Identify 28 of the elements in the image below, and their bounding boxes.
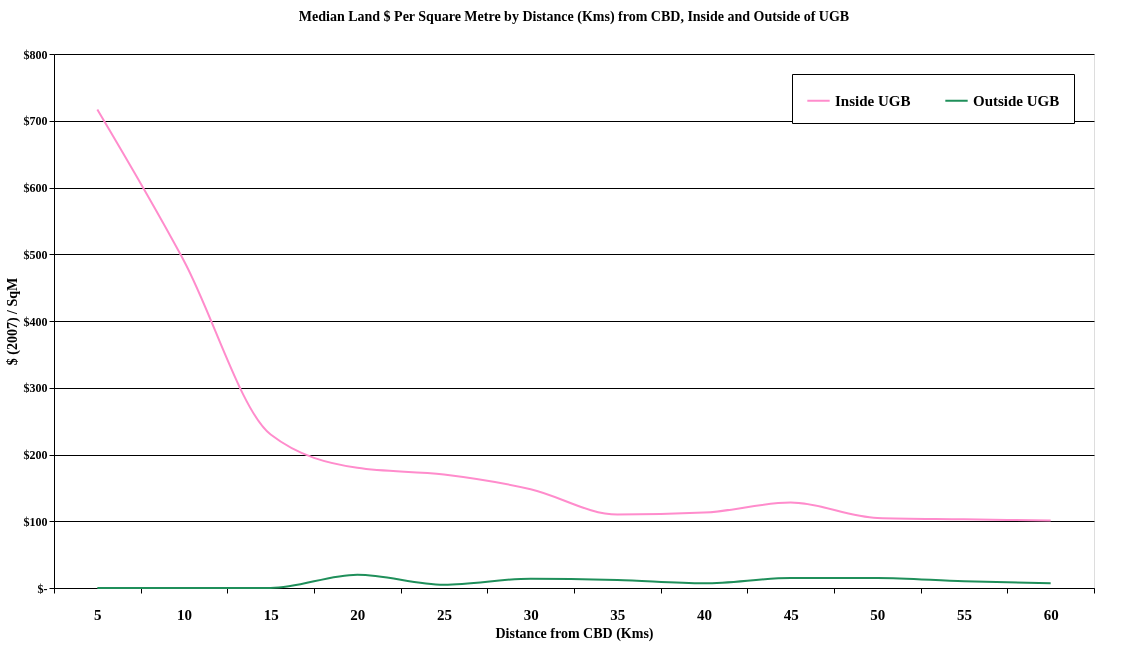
x-tick-label: 5 <box>94 606 102 623</box>
y-tick-label: $400 <box>23 314 48 329</box>
legend-label: Outside UGB <box>973 92 1060 109</box>
y-tick-label: $800 <box>23 47 48 62</box>
legend-label: Inside UGB <box>835 92 911 109</box>
x-tick-label: 20 <box>350 606 366 623</box>
x-tick-label: 45 <box>783 606 799 623</box>
x-axis-title: Distance from CBD (Kms) <box>495 625 654 642</box>
x-tick-label: 60 <box>1043 606 1059 623</box>
x-tick-label: 40 <box>697 606 712 623</box>
y-tick-label: $500 <box>23 247 48 262</box>
y-tick-label: $600 <box>23 181 48 195</box>
x-tick-label: 10 <box>177 606 192 623</box>
y-tick-label: $200 <box>23 448 48 462</box>
y-tick-label: $300 <box>23 381 48 396</box>
x-tick-label: 50 <box>870 606 886 623</box>
line-series <box>96 573 1052 589</box>
x-tick-label: 35 <box>610 606 626 623</box>
y-tick-label: $100 <box>23 514 48 529</box>
x-tick-label: 30 <box>523 606 539 623</box>
chart-title: Median Land $ Per Square Metre by Distance (Kms) from CBD, Inside and Outside of UGB <box>298 9 850 25</box>
y-axis-title: $ (2007) / SqM <box>4 277 21 366</box>
y-tick-label: $700 <box>23 114 48 129</box>
y-tick-label: $- <box>37 581 48 596</box>
x-tick-label: 55 <box>957 606 972 623</box>
x-tick-label: 15 <box>263 606 279 623</box>
x-tick-label: 25 <box>437 606 452 623</box>
line-series <box>96 108 1052 522</box>
